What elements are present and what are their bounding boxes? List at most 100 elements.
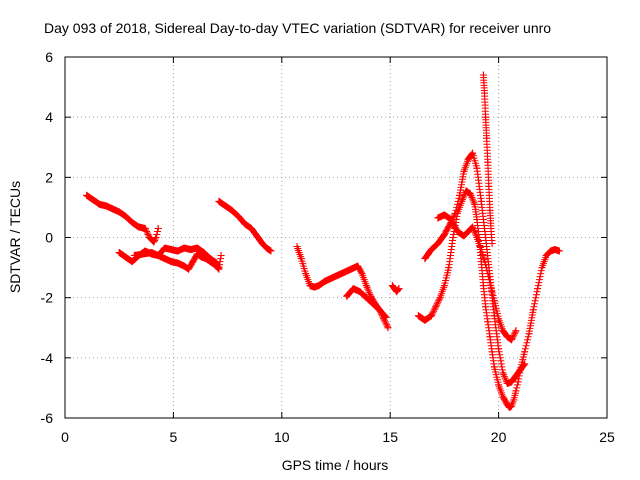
data-point — [150, 238, 158, 246]
x-tick-label: 0 — [61, 429, 69, 445]
data-point — [122, 212, 130, 220]
data-point — [490, 297, 498, 305]
data-point — [135, 223, 143, 231]
data-point — [356, 288, 364, 296]
data-point — [334, 271, 342, 279]
data-point — [362, 282, 370, 290]
data-point — [477, 197, 485, 205]
data-point — [469, 223, 477, 231]
data-point — [152, 234, 160, 241]
data-point — [481, 89, 489, 97]
data-point — [206, 258, 214, 266]
data-point — [263, 244, 271, 252]
data-point — [514, 378, 522, 386]
x-tick-label: 20 — [491, 429, 507, 445]
data-point — [538, 264, 546, 272]
data-point — [464, 155, 472, 163]
data-point — [484, 318, 492, 326]
data-point — [375, 306, 383, 314]
data-point — [521, 348, 529, 356]
data-point — [499, 369, 507, 377]
data-point — [293, 243, 301, 251]
data-point — [495, 345, 503, 353]
data-point — [358, 270, 366, 278]
data-point — [267, 247, 275, 255]
data-point — [508, 336, 516, 344]
x-axis-label: GPS time / hours — [282, 457, 389, 473]
data-point — [434, 240, 442, 248]
data-point — [473, 234, 481, 241]
data-point — [508, 402, 516, 410]
data-point — [234, 212, 242, 220]
data-point — [547, 247, 555, 255]
x-tick-label: 15 — [382, 429, 398, 445]
data-point — [174, 259, 182, 267]
x-tick-label: 10 — [274, 429, 290, 445]
data-point — [482, 261, 490, 269]
series-arc6 — [343, 285, 390, 321]
data-point — [473, 215, 481, 223]
data-point — [483, 134, 491, 142]
data-point — [180, 244, 188, 252]
data-point — [247, 224, 255, 232]
series-arc7 — [388, 282, 403, 296]
data-point — [148, 249, 156, 257]
data-point — [167, 258, 175, 266]
series-points — [293, 243, 392, 332]
data-point — [174, 247, 182, 255]
data-point — [466, 190, 474, 198]
data-point — [460, 167, 468, 175]
data-point — [139, 250, 147, 258]
data-point — [521, 360, 529, 368]
y-tick-label: 2 — [45, 169, 53, 185]
data-point — [447, 215, 455, 223]
series-arc1 — [83, 191, 162, 246]
data-point — [122, 253, 130, 261]
data-point — [473, 164, 481, 172]
data-point — [464, 227, 472, 235]
data-point — [382, 313, 390, 321]
data-point — [508, 378, 516, 386]
data-point — [488, 348, 496, 356]
data-point — [440, 230, 448, 238]
data-point — [254, 234, 262, 241]
data-point — [89, 196, 97, 204]
data-point — [499, 393, 507, 401]
data-point — [395, 285, 403, 293]
data-point — [453, 227, 461, 235]
data-point — [440, 282, 448, 290]
data-point — [486, 206, 494, 214]
data-point — [306, 282, 314, 290]
data-point — [102, 202, 110, 210]
data-point — [490, 363, 498, 371]
data-point — [347, 265, 355, 273]
data-point — [388, 282, 396, 290]
data-point — [486, 279, 494, 287]
data-point — [421, 255, 429, 263]
data-point — [414, 312, 422, 320]
y-tick-label: 6 — [45, 49, 53, 65]
x-tick-label: 25 — [599, 429, 615, 445]
data-point — [109, 205, 117, 213]
data-point — [555, 247, 563, 255]
y-tick-label: -4 — [41, 350, 54, 366]
data-points — [83, 71, 563, 411]
data-point — [202, 255, 210, 263]
data-point — [161, 244, 169, 252]
data-point — [315, 282, 323, 290]
data-point — [349, 285, 357, 293]
data-point — [512, 327, 520, 335]
data-point — [328, 274, 336, 282]
series-arc5 — [293, 243, 392, 332]
series-arc11 — [479, 71, 496, 248]
data-point — [512, 387, 520, 395]
data-point — [128, 218, 136, 226]
data-point — [432, 303, 440, 311]
series-arc4 — [215, 197, 275, 255]
data-point — [462, 187, 470, 195]
data-point — [484, 158, 492, 166]
data-point — [525, 330, 533, 338]
data-point — [445, 264, 453, 272]
data-point — [427, 246, 435, 254]
data-point — [302, 270, 310, 278]
